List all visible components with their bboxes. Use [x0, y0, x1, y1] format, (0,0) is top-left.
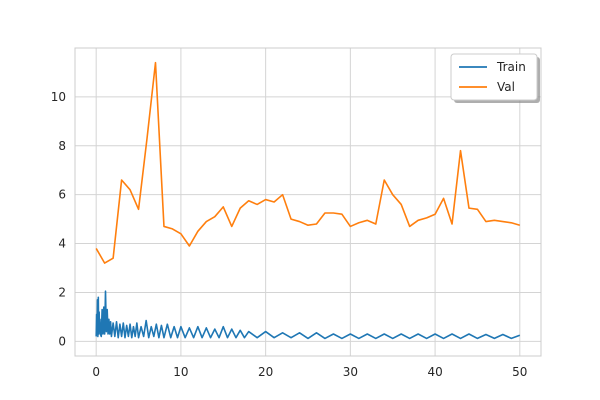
y-tick-label: 4 — [58, 237, 66, 251]
x-tick-label: 40 — [427, 365, 442, 379]
series-line-val — [95, 61, 521, 264]
y-tick-label: 6 — [58, 188, 66, 202]
x-tick-label: 50 — [512, 365, 527, 379]
legend-box — [450, 53, 538, 101]
x-tick-label: 10 — [173, 365, 188, 379]
y-tick-label: 10 — [51, 90, 66, 104]
series-layer — [95, 61, 521, 340]
plot-frame — [74, 47, 542, 357]
legend: Train Val — [450, 53, 540, 103]
y-tick-label: 2 — [58, 285, 66, 299]
y-tick-label: 8 — [58, 139, 66, 153]
x-tick-label: 20 — [258, 365, 273, 379]
series-line-train — [95, 290, 521, 340]
tick-labels: 0 10 20 30 40 50 0 2 4 6 8 10 — [51, 90, 528, 379]
x-tick-label: 0 — [92, 365, 100, 379]
y-tick-label: 0 — [58, 334, 66, 348]
x-tick-label: 30 — [343, 365, 358, 379]
legend-label-val: Val — [497, 80, 515, 94]
legend-label-train: Train — [496, 60, 526, 74]
